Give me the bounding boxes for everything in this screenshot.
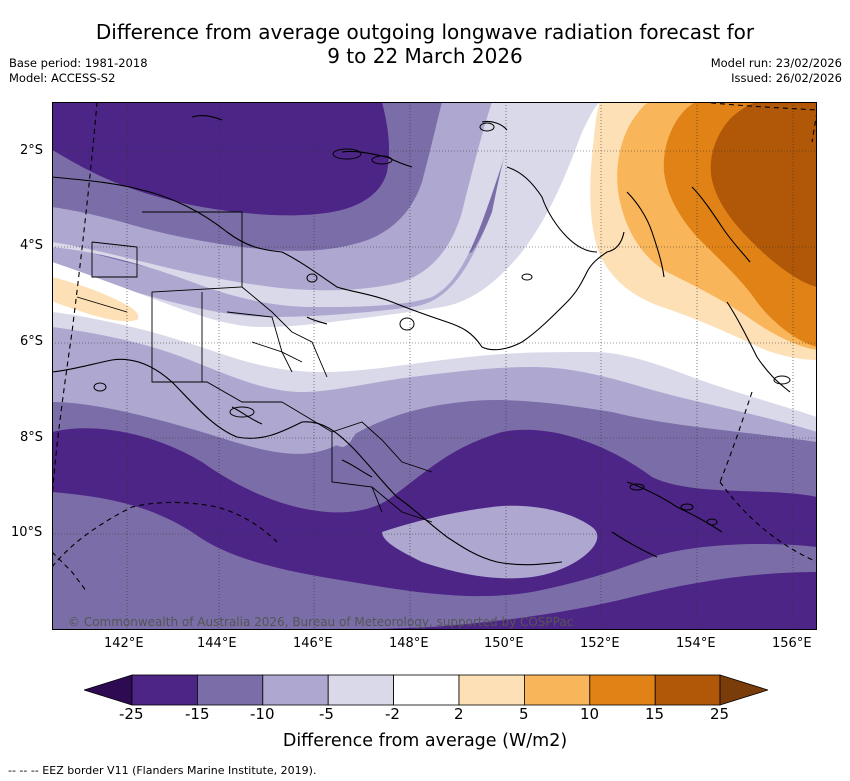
copyright-notice: © Commonwealth of Australia 2026, Bureau… [68,615,573,629]
model-name: Model: ACCESS-S2 [9,71,116,85]
lat-label-2s: 2°S [20,143,44,158]
anomaly-band-dark-orange [710,102,817,287]
lon-label-148e: 148°E [389,636,429,651]
colorbar-bin-7 [523,674,591,706]
colorbar-label-7: 10 [580,705,600,723]
anomaly-band-light-purple-c [382,505,598,579]
lat-label-10s: 10°S [11,525,43,540]
anomaly-band-neutral-west [52,270,282,353]
lon-label-154e: 154°E [676,636,716,651]
colorbar-label-6: 5 [519,705,529,723]
eez-legend-note: -- -- -- EEZ border V11 (Flanders Marine… [8,764,317,777]
colorbar-label-3: -5 [319,705,334,723]
colorbar-label-0: -25 [119,705,144,723]
lat-label-6s: 6°S [20,334,44,349]
lon-label-152e: 152°E [580,636,620,651]
lon-label-156e: 156°E [772,636,812,651]
anomaly-band-purple-south [52,492,817,630]
colorbar-bin-9 [654,674,721,706]
anomaly-band-pale-orange-west [52,277,139,322]
map-gridlines [52,102,817,630]
colorbar-label-9: 25 [710,705,730,723]
colorbar-label-8: 15 [645,705,665,723]
chart-title: Difference from average outgoing longwav… [0,20,850,68]
coastlines [52,115,791,566]
eez-borders [52,102,817,593]
colorbar-label-5: 2 [454,705,464,723]
colorbar-label-2: -10 [250,705,275,723]
colorbar-title: Difference from average (W/m2) [282,731,568,751]
colorbar-bin-8 [589,674,656,706]
meta-left: Base period: 1981-2018 Model: ACCESS-S2 [9,56,148,86]
colorbar-arrow-low [84,674,133,706]
colorbar [84,674,768,706]
islands [93,122,791,526]
colorbar-bin-3 [262,674,329,706]
map-panel: © Commonwealth of Australia 2026, Bureau… [52,102,817,630]
base-period: Base period: 1981-2018 [9,56,148,70]
colorbar-bin-2 [197,674,264,706]
colorbar-bin-5 [393,674,460,706]
lon-label-146e: 146°E [293,636,333,651]
colorbar-label-1: -15 [185,705,210,723]
lon-label-142e: 142°E [104,636,144,651]
colorbar-bin-6 [458,674,525,706]
colorbar-arrow-high [719,674,768,706]
lat-label-8s: 8°S [20,430,44,445]
meta-right: Model run: 23/02/2026 Issued: 26/02/2026 [711,56,842,86]
issued-date: Issued: 26/02/2026 [731,71,842,85]
province-boundaries [76,211,433,523]
colorbar-bin-1 [131,674,198,706]
colorbar-label-4: -2 [385,705,400,723]
anomaly-band-dark-purple-north [52,102,390,216]
model-run: Model run: 23/02/2026 [710,56,842,70]
map-frame [52,102,817,630]
colorbar-bin-4 [327,674,394,706]
chart-title-line1: Difference from average outgoing longwav… [95,20,755,44]
lat-label-4s: 4°S [20,238,44,253]
lon-label-144e: 144°E [197,636,237,651]
lon-label-150e: 150°E [484,636,524,651]
chart-title-line2: 9 to 22 March 2026 [327,44,523,68]
